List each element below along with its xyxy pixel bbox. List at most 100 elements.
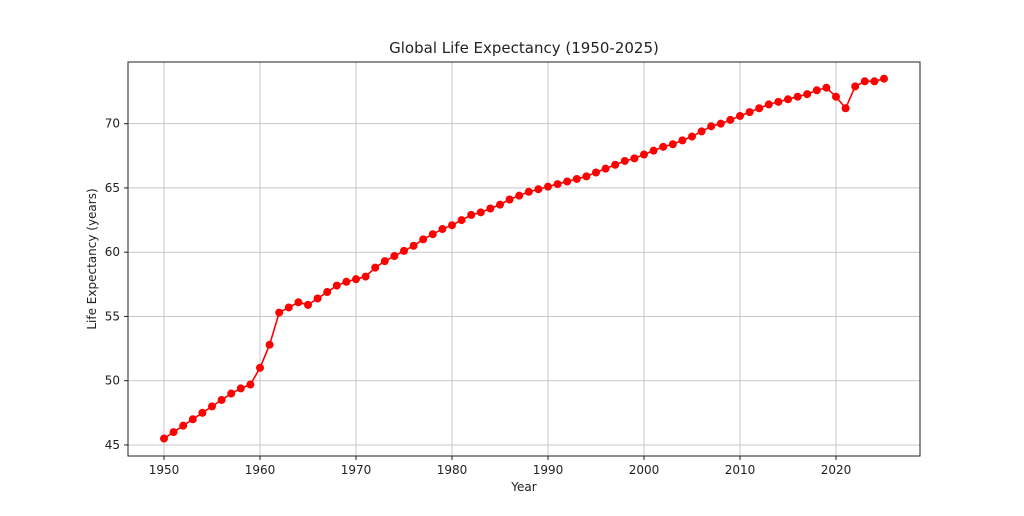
data-point xyxy=(342,277,351,286)
x-tick-label: 1980 xyxy=(437,463,468,477)
data-point xyxy=(428,230,437,239)
data-point xyxy=(313,294,322,303)
data-point xyxy=(352,275,360,284)
y-axis-label: Life Expectancy (years) xyxy=(85,188,99,329)
data-point xyxy=(736,111,744,120)
data-point xyxy=(380,257,389,266)
grid xyxy=(128,62,920,456)
y-tick-label: 45 xyxy=(105,438,120,452)
data-point xyxy=(563,177,572,186)
data-point xyxy=(553,180,562,189)
data-point xyxy=(572,174,581,183)
data-point xyxy=(630,154,639,163)
data-point xyxy=(860,77,869,86)
chart-title: Global Life Expectancy (1950-2025) xyxy=(389,39,659,57)
data-point xyxy=(611,160,620,169)
data-point xyxy=(697,127,706,136)
data-line xyxy=(163,77,885,440)
data-point xyxy=(169,428,178,437)
data-point xyxy=(793,92,802,101)
data-point xyxy=(640,150,648,159)
data-point xyxy=(284,303,293,312)
data-point xyxy=(179,421,188,430)
x-tick-label: 1950 xyxy=(149,463,180,477)
data-point xyxy=(457,216,466,225)
data-point xyxy=(448,221,456,230)
data-point xyxy=(332,281,341,290)
data-point xyxy=(208,402,216,411)
data-point xyxy=(496,200,504,209)
data-point xyxy=(649,146,658,155)
data-point xyxy=(601,164,610,173)
data-point xyxy=(227,389,236,398)
data-point xyxy=(371,263,380,272)
data-point xyxy=(678,136,687,145)
data-point xyxy=(668,140,677,149)
data-point xyxy=(505,195,514,204)
data-point xyxy=(217,395,226,404)
y-tick-label: 70 xyxy=(105,117,120,131)
data-point xyxy=(265,340,274,349)
data-point xyxy=(784,95,792,104)
series-line xyxy=(160,74,888,443)
data-point xyxy=(851,82,860,91)
x-tick-label: 1990 xyxy=(533,463,564,477)
data-point xyxy=(390,252,399,261)
data-point xyxy=(745,108,754,117)
data-point xyxy=(361,272,370,281)
y-tick-label: 60 xyxy=(105,245,120,259)
data-point xyxy=(755,104,764,113)
data-point xyxy=(812,86,821,95)
data-point xyxy=(476,208,485,217)
data-point xyxy=(438,225,447,234)
x-tick-label: 2000 xyxy=(629,463,660,477)
data-point xyxy=(582,172,591,181)
x-axis-label: Year xyxy=(510,480,536,494)
x-tick-label: 2010 xyxy=(725,463,756,477)
y-tick-label: 55 xyxy=(105,309,120,323)
data-point xyxy=(236,384,245,393)
data-point xyxy=(534,185,543,194)
data-point xyxy=(880,74,888,83)
data-point xyxy=(620,156,629,165)
data-point xyxy=(870,77,879,86)
x-axis: 1950 1960 1970 1980 1990 2000 2010 2020 xyxy=(149,456,852,477)
x-tick-label: 1960 xyxy=(245,463,276,477)
data-point xyxy=(726,115,735,124)
data-point xyxy=(524,187,533,196)
y-axis: 45 50 55 60 65 70 xyxy=(105,117,128,452)
data-point xyxy=(323,288,332,297)
data-point xyxy=(659,142,668,151)
data-point xyxy=(188,415,197,424)
data-point xyxy=(304,300,312,309)
x-tick-label: 1970 xyxy=(341,463,372,477)
data-point xyxy=(688,132,696,141)
data-point xyxy=(275,308,284,317)
data-point xyxy=(256,363,264,372)
data-point xyxy=(592,168,600,177)
data-point xyxy=(467,210,476,219)
data-point xyxy=(419,235,428,244)
data-point xyxy=(544,182,552,191)
data-point xyxy=(486,204,495,213)
data-point xyxy=(294,298,303,307)
data-point xyxy=(764,100,773,109)
data-point xyxy=(707,122,716,131)
data-point xyxy=(160,434,168,443)
data-point xyxy=(409,241,418,250)
plot-frame xyxy=(127,61,921,457)
y-tick-label: 50 xyxy=(105,374,120,388)
data-point xyxy=(841,104,850,113)
data-point xyxy=(198,408,207,417)
data-point xyxy=(246,380,255,389)
data-point xyxy=(803,90,812,99)
x-tick-label: 2020 xyxy=(821,463,852,477)
data-point xyxy=(832,92,840,101)
data-point xyxy=(515,191,524,200)
data-point xyxy=(822,83,831,92)
data-point xyxy=(716,119,725,128)
data-point xyxy=(400,246,408,255)
data-point xyxy=(774,97,783,106)
y-tick-label: 65 xyxy=(105,181,120,195)
